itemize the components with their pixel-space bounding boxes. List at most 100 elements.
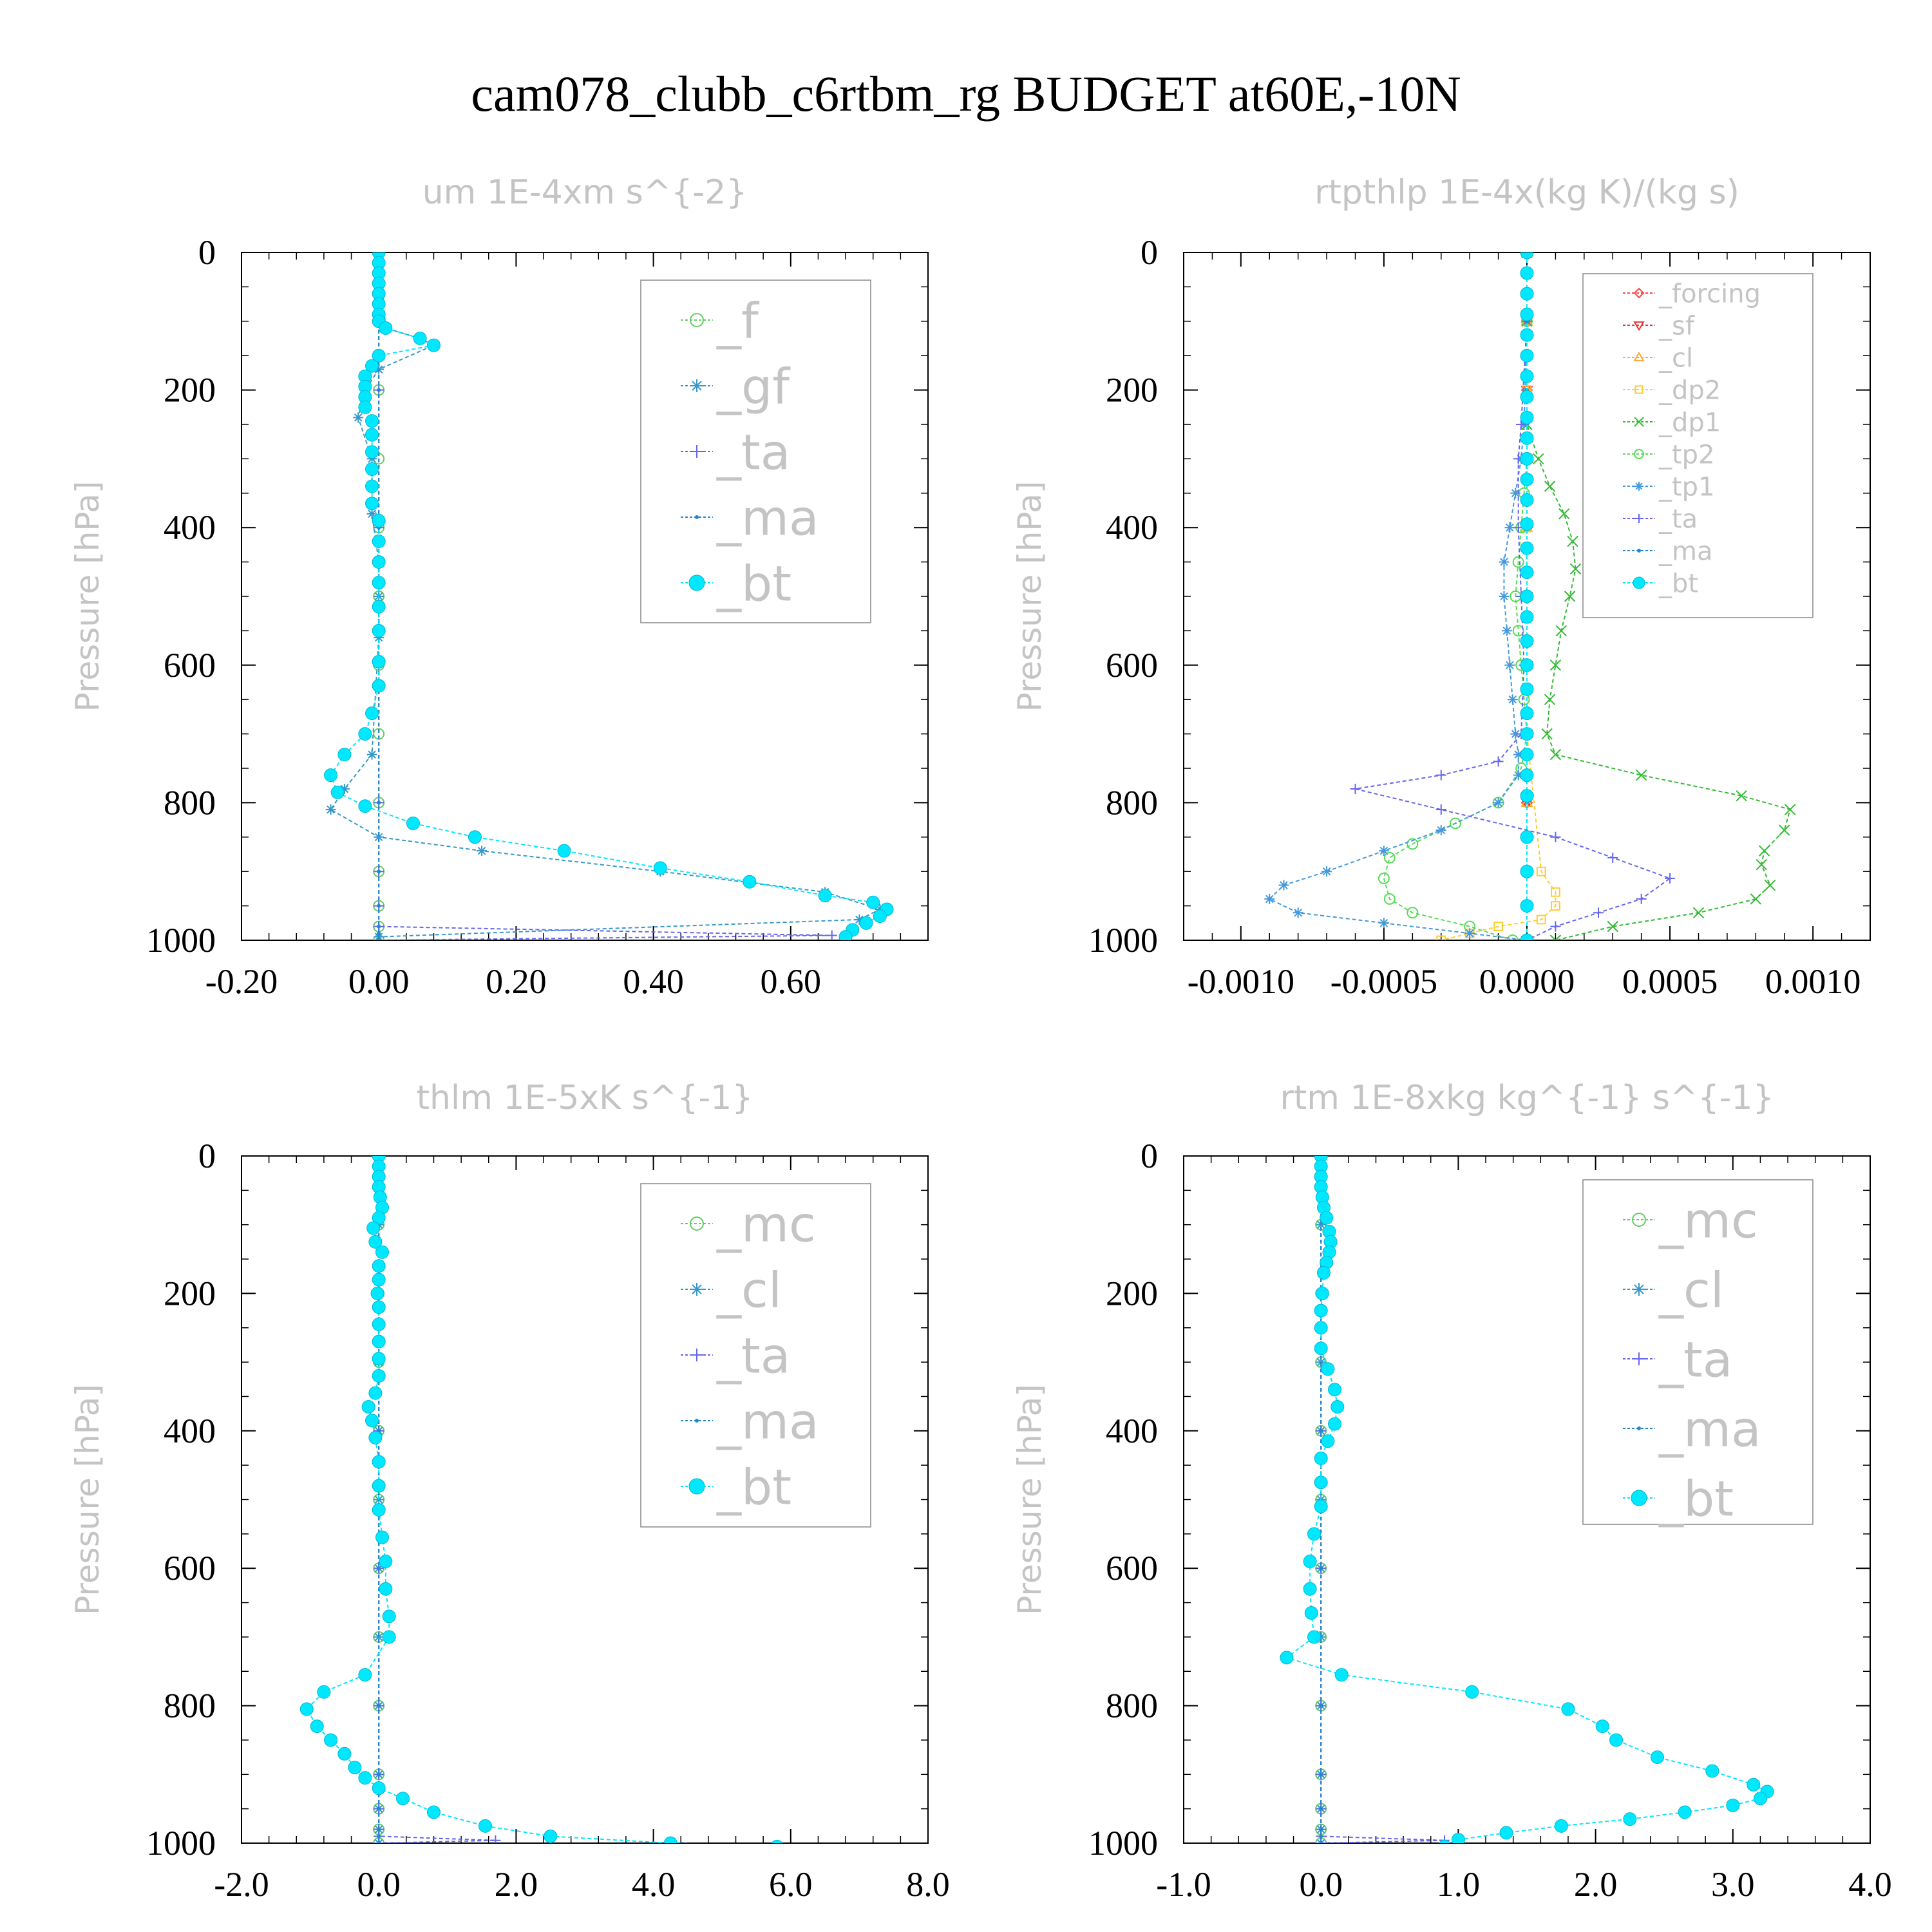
legend-label: _ma [716, 489, 819, 546]
point-tp1 [1493, 797, 1504, 808]
point-bt [1331, 1399, 1345, 1414]
x-tick-label: -1.0 [1156, 1865, 1211, 1904]
point-bt [1465, 1685, 1479, 1699]
point-bt [1328, 1383, 1342, 1397]
point-bt [1705, 1764, 1719, 1778]
point-bt [1520, 431, 1534, 445]
point-bt [324, 768, 338, 782]
legend-label: _tp1 [1658, 472, 1715, 502]
point-bt [372, 576, 386, 590]
y-tick-label: 0 [1141, 1137, 1158, 1175]
point-ma [377, 1566, 381, 1571]
point-tp1 [1504, 659, 1515, 670]
x-tick-label: 6.0 [769, 1865, 813, 1904]
point-bt [1520, 727, 1534, 741]
legend-label: _mc [1658, 1191, 1758, 1249]
point-ma [1319, 1703, 1323, 1708]
point-gf [366, 508, 377, 519]
legend-box [640, 279, 871, 623]
point-bt [372, 1259, 386, 1273]
chart-title: thlm 1E-5xK s^{-1} [417, 1079, 753, 1117]
point-bt [365, 414, 379, 428]
point-ta [1636, 893, 1647, 904]
legend-label: _dp1 [1658, 408, 1721, 437]
point-bt [330, 785, 345, 799]
point-ma [1319, 1806, 1323, 1811]
point-bt [1321, 1434, 1335, 1448]
point-bt [337, 1747, 352, 1761]
point-bt [873, 909, 887, 923]
point-bt [859, 916, 873, 930]
point-bt [366, 1221, 381, 1235]
legend-label: _cl [1658, 1261, 1724, 1318]
point-bt [1520, 541, 1534, 555]
point-bt [838, 930, 853, 940]
point-bt [1520, 493, 1534, 507]
y-tick-label: 1000 [146, 1824, 216, 1862]
chart-title: um 1E-4xm s^{-2} [422, 173, 748, 212]
point-bt [468, 830, 482, 844]
legend-label: _ma [716, 1392, 819, 1450]
y-tick-label: 200 [1106, 371, 1158, 410]
point-dp1 [1784, 804, 1796, 815]
point-bt [1314, 1303, 1328, 1318]
legend-label: _bt [716, 1458, 791, 1515]
point-gf [339, 784, 350, 795]
point-tp1 [1499, 556, 1510, 567]
point-ma [377, 938, 381, 940]
point-dp1 [1764, 879, 1776, 891]
point-dp1 [1756, 858, 1767, 871]
point-dp2 [1493, 922, 1503, 932]
x-tick-label: 0.40 [623, 962, 684, 1001]
y-tick-label: 200 [164, 1274, 216, 1312]
point-bt [1520, 899, 1534, 913]
point-bt [489, 1850, 502, 1863]
series-layer [1280, 1156, 1774, 1843]
point-dp1 [1541, 728, 1553, 740]
legend-marker-bt [1631, 1490, 1647, 1506]
legend-label: _dp2 [1658, 375, 1721, 405]
y-tick-label: 600 [164, 1549, 216, 1587]
point-bt [1520, 328, 1534, 342]
point-dp1 [1635, 769, 1647, 781]
legend-label: _bt [1658, 1470, 1734, 1527]
y-tick-label: 1000 [146, 921, 216, 960]
point-bt [406, 816, 420, 830]
y-axis-label: Pressure [hPa] [1011, 1384, 1048, 1615]
point-ta [1550, 921, 1561, 932]
point-bt [1678, 1805, 1692, 1819]
point-bt [372, 1334, 386, 1349]
legend-box [1582, 1179, 1814, 1525]
y-tick-label: 1000 [1088, 1824, 1158, 1862]
chart-panel-2: rtpthlp 1E-4x(kg K)/(kg s) Pressure [hPa]… [1011, 173, 1871, 1001]
legend-marker-bt [1633, 576, 1645, 589]
point-tp2 [1506, 934, 1519, 940]
legend-marker-ta [1634, 514, 1643, 523]
point-bt [1314, 1321, 1328, 1335]
x-tick-label: 0.20 [486, 962, 547, 1001]
point-gf [374, 831, 384, 842]
point-bt [413, 332, 427, 345]
point-ta [1350, 784, 1361, 795]
point-bt [358, 1771, 372, 1785]
y-tick-label: 400 [1106, 1412, 1158, 1450]
point-tp1 [1504, 522, 1515, 533]
legend-marker-mc [1632, 1213, 1646, 1227]
point-bt [365, 428, 379, 442]
legend-marker-tp2 [1634, 449, 1644, 459]
point-bt [653, 861, 667, 875]
point-ta [1435, 770, 1446, 781]
point-bt [372, 623, 386, 638]
point-bt [379, 1582, 393, 1596]
point-ma [377, 1834, 381, 1839]
point-bt [358, 799, 372, 813]
chart-title: rtpthlp 1E-4x(kg K)/(kg s) [1314, 173, 1739, 212]
point-bt [368, 1235, 383, 1249]
figure-title: cam078_clubb_c6rtbm_rg BUDGET at60E,-10N [471, 66, 1461, 122]
point-ma [1319, 1428, 1323, 1433]
point-bt [1554, 1819, 1568, 1833]
point-dp1 [1549, 748, 1562, 761]
point-bt [1609, 1733, 1624, 1747]
point-ma [377, 800, 381, 805]
point-ta [1607, 852, 1618, 863]
